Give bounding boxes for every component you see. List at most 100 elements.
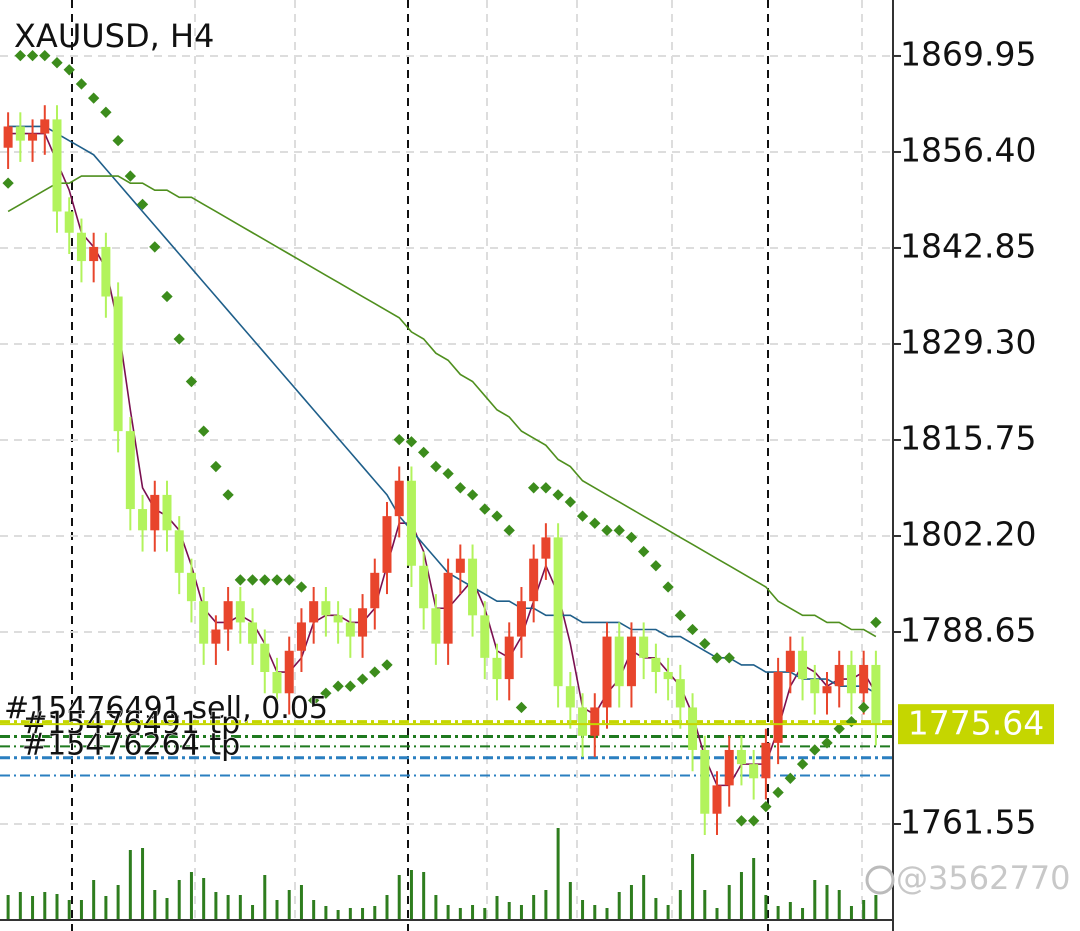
volume-bar: [519, 905, 523, 920]
price-label-box: [898, 704, 1054, 745]
volume-bar: [263, 875, 267, 920]
sar-dot: [772, 786, 784, 799]
volume-bar: [593, 905, 597, 920]
candle-body: [761, 742, 771, 779]
volume-bar: [752, 858, 756, 920]
candle-body: [382, 516, 392, 573]
sar-dot: [638, 545, 650, 558]
y-tick-label: 1788.65: [900, 610, 1036, 649]
candle-body: [52, 119, 62, 212]
volume-bar: [226, 895, 230, 920]
volume-bar: [458, 908, 462, 920]
sar-dot: [442, 467, 454, 480]
volume-bar: [764, 895, 768, 920]
sar-dot: [674, 609, 686, 621]
candle-body: [113, 296, 123, 432]
volume-bar: [874, 895, 878, 920]
sar-dot: [210, 460, 222, 473]
candle-body: [565, 686, 575, 708]
sar-dot: [259, 574, 271, 586]
volume-bar: [862, 900, 866, 920]
volume-bar: [678, 890, 682, 920]
chart-title: XAUUSD, H4: [14, 17, 214, 55]
candle-body: [345, 622, 355, 637]
sar-dot: [393, 433, 405, 446]
sar-dot: [63, 64, 75, 76]
volume-bar: [544, 890, 548, 920]
candle-body: [688, 707, 698, 750]
sar-dot: [748, 815, 760, 827]
y-tick-label: 1856.40: [900, 130, 1036, 169]
volume-bar: [189, 872, 193, 920]
candle-body: [455, 558, 465, 573]
sar-dot: [283, 574, 295, 586]
sar-dot: [515, 701, 528, 714]
candle-body: [541, 537, 551, 559]
candle-body: [15, 126, 25, 141]
candle-body: [578, 707, 588, 736]
volume-bar: [629, 885, 633, 920]
sar-dot: [760, 800, 772, 813]
volume-bar: [202, 878, 206, 920]
volume-bar: [532, 895, 536, 920]
sar-dot: [405, 436, 418, 448]
sar-dot: [650, 560, 662, 572]
volume-bar: [483, 908, 487, 920]
candle-body: [516, 601, 526, 637]
volume-bar: [849, 906, 853, 920]
volume-bar: [92, 880, 96, 920]
y-tick-label: 1869.95: [900, 34, 1036, 73]
candle-body: [675, 679, 685, 708]
sar-dot: [161, 290, 173, 303]
price-label: 1775.64: [908, 704, 1044, 743]
volume-bar: [214, 892, 218, 920]
volume-bar: [177, 880, 181, 920]
volume-bar: [715, 908, 719, 920]
layout: [71, 0, 863, 931]
volume-bar: [55, 894, 59, 920]
volume-bar: [336, 910, 340, 920]
candle-body: [785, 650, 795, 673]
candle-body: [296, 622, 306, 651]
volume-bar: [556, 828, 560, 920]
candle-body: [321, 601, 331, 616]
volume-bar: [495, 896, 499, 920]
candle-body: [235, 601, 245, 623]
candle-body: [101, 246, 111, 297]
sar-dot: [479, 503, 491, 515]
candle-body: [406, 480, 416, 566]
volume-bar: [739, 872, 743, 920]
sar-dot: [466, 489, 479, 501]
volume-bar: [116, 885, 120, 920]
sar-dot: [699, 638, 711, 650]
candle-body: [260, 643, 270, 673]
volume-bar: [654, 898, 658, 920]
volume-bar: [31, 896, 35, 920]
sar-dot: [100, 106, 112, 118]
volume-bar: [409, 870, 413, 920]
volume-bar: [312, 900, 316, 920]
sar-dot: [14, 49, 26, 62]
sar-dot: [711, 652, 723, 664]
volume-bar: [788, 902, 792, 920]
candle-body: [272, 672, 282, 694]
volume-bar: [348, 908, 352, 920]
volume-bar: [446, 905, 450, 920]
volume-bar: [141, 848, 145, 920]
sar-dot: [796, 758, 809, 770]
watermark: @3562770: [896, 859, 1071, 897]
volume-bar: [324, 906, 328, 920]
y-tick-label: 1829.30: [900, 322, 1036, 361]
volume-bar: [703, 890, 707, 920]
candle-body: [724, 749, 734, 786]
volume-bar: [67, 900, 71, 920]
candle-body: [871, 664, 881, 725]
order-label: #15476264 tp: [22, 727, 240, 762]
volume-bar: [813, 880, 817, 920]
order-label: #15476491 sell, 0.05: [4, 691, 328, 726]
volume-bar: [837, 890, 841, 920]
sar-dot: [833, 723, 845, 735]
candle-body: [125, 431, 135, 510]
candle-body: [590, 707, 600, 736]
